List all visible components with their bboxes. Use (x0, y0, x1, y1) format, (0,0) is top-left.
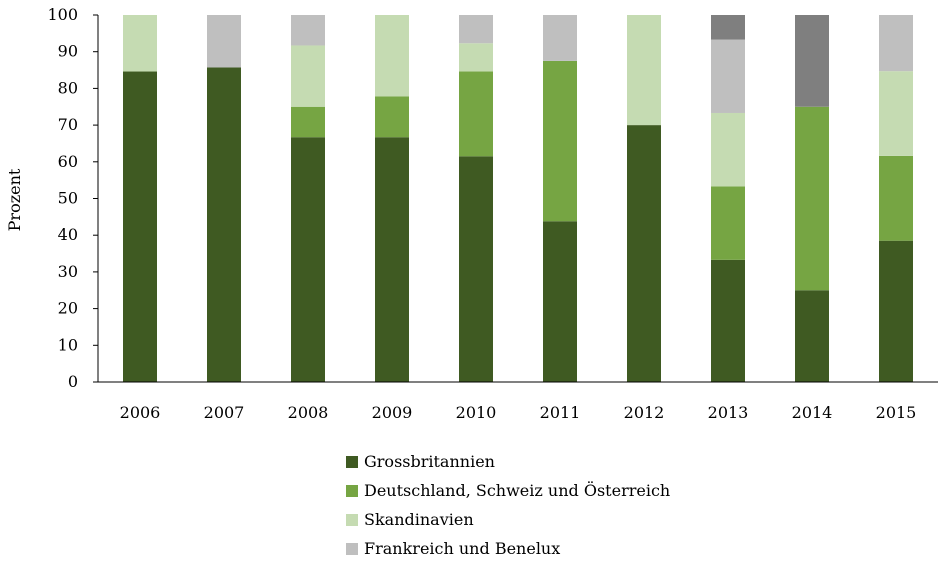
bar-2009-series-0 (375, 137, 409, 382)
bar-2012-series-2 (627, 15, 661, 126)
y-tick-label: 20 (58, 299, 78, 318)
bar-2009-series-1 (375, 96, 409, 138)
legend-label: Frankreich und Benelux (364, 539, 560, 558)
x-tick-label: 2011 (540, 403, 581, 422)
x-tick-label: 2006 (120, 403, 161, 422)
bar-2010-series-1 (459, 71, 493, 157)
x-tick-label: 2009 (372, 403, 413, 422)
bar-2013-series-3 (711, 39, 745, 113)
bar-2014-series-0 (795, 290, 829, 382)
bar-2014-series-1 (795, 106, 829, 291)
x-tick-label: 2007 (204, 403, 245, 422)
y-tick-label: 0 (68, 372, 78, 391)
x-tick-label: 2013 (708, 403, 749, 422)
y-axis-label: Prozent (5, 168, 24, 231)
y-tick-label: 50 (58, 189, 78, 208)
y-tick-labels: 0 10 20 30 40 50 60 70 80 90 100 (47, 5, 78, 391)
bar-2015-series-3 (879, 15, 913, 72)
y-tick-label: 90 (58, 42, 78, 61)
bar-2008-series-3 (291, 15, 325, 46)
legend: Grossbritannien Deutschland, Schweiz und … (346, 452, 670, 558)
bar-2013-series-2 (711, 112, 745, 187)
bar-2011-series-0 (543, 221, 577, 382)
legend-swatch (346, 456, 358, 468)
y-tick-label: 10 (58, 335, 78, 354)
axes-group (93, 14, 938, 383)
x-tick-label: 2010 (456, 403, 497, 422)
bar-2008-series-0 (291, 137, 325, 382)
bar-2007-series-0 (207, 67, 241, 382)
y-tick-label: 100 (47, 5, 78, 24)
legend-label: Deutschland, Schweiz und Österreich (364, 480, 670, 500)
bar-2011-series-1 (543, 60, 577, 222)
bar-2013-series-4 (711, 15, 745, 40)
x-tick-label: 2014 (792, 403, 833, 422)
bar-2006-series-2 (123, 15, 157, 72)
bar-2011-series-3 (543, 15, 577, 61)
x-tick-label: 2015 (876, 403, 917, 422)
legend-label: Skandinavien (364, 510, 474, 529)
bar-2015-series-2 (879, 71, 913, 156)
bar-2015-series-0 (879, 240, 913, 382)
bars-group (123, 15, 913, 383)
y-tick-label: 80 (58, 78, 78, 97)
bar-2010-series-3 (459, 15, 493, 44)
bar-2008-series-1 (291, 106, 325, 138)
bar-2014-series-4 (795, 15, 829, 107)
y-tick-label: 70 (58, 115, 78, 134)
bar-2015-series-1 (879, 155, 913, 241)
bar-2012-series-0 (627, 125, 661, 382)
x-tick-labels: 2006 2007 2008 2009 2010 2011 2012 2013 2014 2015 (120, 403, 917, 422)
y-tick-label: 60 (58, 152, 78, 171)
bar-2013-series-0 (711, 259, 745, 382)
y-tick-label: 40 (58, 225, 78, 244)
y-tick-label: 30 (58, 262, 78, 281)
bar-2010-series-2 (459, 43, 493, 72)
bar-2007-series-3 (207, 15, 241, 68)
legend-swatch (346, 514, 358, 526)
legend-swatch (346, 485, 358, 497)
bar-2008-series-2 (291, 45, 325, 107)
legend-label: Grossbritannien (364, 452, 495, 471)
legend-swatch (346, 543, 358, 555)
bar-2013-series-1 (711, 186, 745, 260)
bar-2006-series-0 (123, 71, 157, 383)
x-tick-label: 2008 (288, 403, 329, 422)
bar-2010-series-0 (459, 156, 493, 382)
x-tick-label: 2012 (624, 403, 665, 422)
bar-2009-series-2 (375, 15, 409, 97)
